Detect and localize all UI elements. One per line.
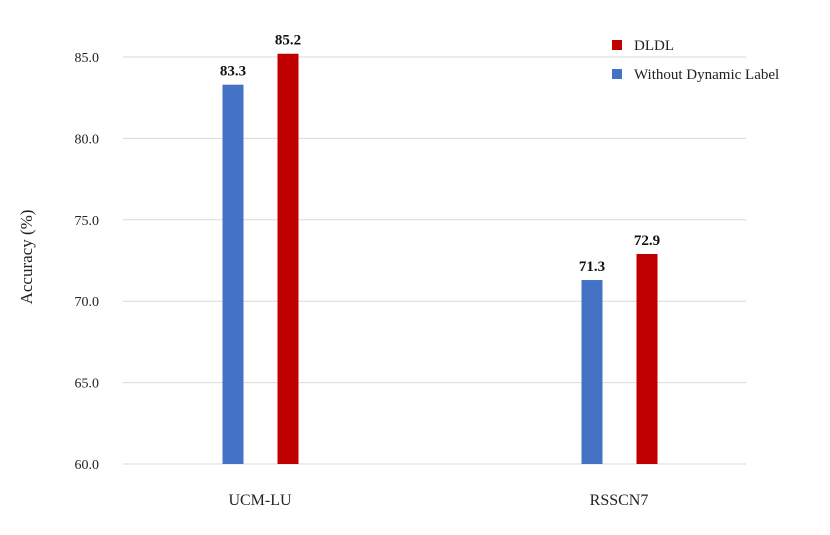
bar bbox=[277, 53, 299, 465]
y-axis-label: Accuracy (%) bbox=[17, 210, 36, 305]
legend-label: Without Dynamic Label bbox=[634, 67, 779, 83]
y-tick-label: 85.0 bbox=[75, 51, 100, 66]
x-axis-categories: UCM-LU RSSCN7 bbox=[228, 492, 648, 509]
data-label: 85.2 bbox=[275, 33, 301, 49]
x-category-label: UCM-LU bbox=[228, 492, 292, 509]
data-labels: 83.3 85.2 71.3 72.9 bbox=[220, 33, 660, 275]
legend: DLDL Without Dynamic Label bbox=[612, 38, 779, 83]
x-category-label: RSSCN7 bbox=[590, 492, 649, 509]
bar bbox=[581, 280, 603, 464]
y-tick-label: 60.0 bbox=[75, 458, 100, 473]
bar bbox=[636, 253, 658, 464]
y-tick-label: 75.0 bbox=[75, 214, 100, 229]
y-axis-ticks: 60.0 65.0 70.0 75.0 80.0 85.0 bbox=[75, 51, 100, 473]
data-label: 72.9 bbox=[634, 233, 660, 249]
bars bbox=[222, 53, 658, 465]
y-tick-label: 65.0 bbox=[75, 377, 100, 392]
data-label: 71.3 bbox=[579, 259, 605, 275]
y-tick-label: 80.0 bbox=[75, 132, 100, 147]
legend-swatch bbox=[612, 40, 622, 50]
y-tick-label: 70.0 bbox=[75, 295, 100, 310]
data-label: 83.3 bbox=[220, 64, 246, 80]
bar bbox=[222, 84, 244, 465]
legend-label: DLDL bbox=[634, 38, 674, 54]
legend-swatch bbox=[612, 69, 622, 79]
